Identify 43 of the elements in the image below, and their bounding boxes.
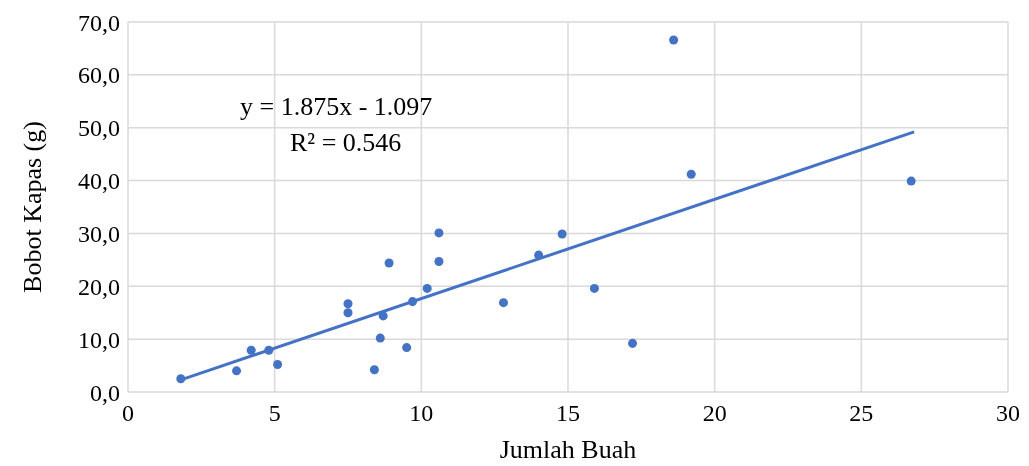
y-tick-label: 50,0 — [78, 115, 120, 142]
point — [589, 283, 599, 293]
point — [498, 298, 508, 308]
point — [534, 250, 544, 260]
point — [434, 228, 444, 238]
x-tick-label: 20 — [702, 400, 727, 427]
point — [408, 297, 418, 307]
x-axis-title: Jumlah Buah — [499, 435, 637, 464]
x-tick-label: 0 — [122, 400, 134, 427]
point — [378, 311, 388, 321]
y-tick-label: 10,0 — [78, 326, 120, 353]
x-tick-label: 15 — [556, 400, 580, 427]
point — [906, 176, 916, 186]
point — [343, 308, 353, 318]
y-tick-label: 0,0 — [90, 379, 120, 406]
point — [686, 169, 696, 179]
point — [422, 283, 432, 293]
point — [402, 343, 412, 353]
point — [557, 229, 567, 239]
y-axis-title: Bobot Kapas (g) — [18, 121, 48, 293]
x-tick-label: 25 — [849, 400, 874, 427]
x-tick-label: 10 — [409, 400, 434, 427]
point — [628, 338, 638, 348]
y-tick-label: 20,0 — [78, 273, 120, 300]
y-tick-label: 40,0 — [78, 168, 120, 195]
point — [434, 256, 444, 266]
point — [273, 360, 283, 370]
y-tick-label: 70,0 — [78, 9, 120, 36]
point — [176, 374, 186, 384]
point — [384, 258, 394, 268]
point — [246, 345, 256, 355]
point — [343, 299, 353, 309]
point — [264, 345, 274, 355]
point — [369, 365, 379, 375]
annotation: y = 1.875x - 1.097 — [240, 92, 433, 122]
annotation: R² = 0.546 — [290, 128, 402, 158]
point — [232, 366, 242, 376]
y-tick-label: 30,0 — [78, 220, 120, 247]
x-tick-label: 5 — [268, 400, 281, 427]
point — [669, 35, 679, 45]
y-tick-label: 60,0 — [78, 62, 120, 89]
x-tick-label: 30 — [996, 400, 1020, 427]
point — [375, 333, 385, 343]
